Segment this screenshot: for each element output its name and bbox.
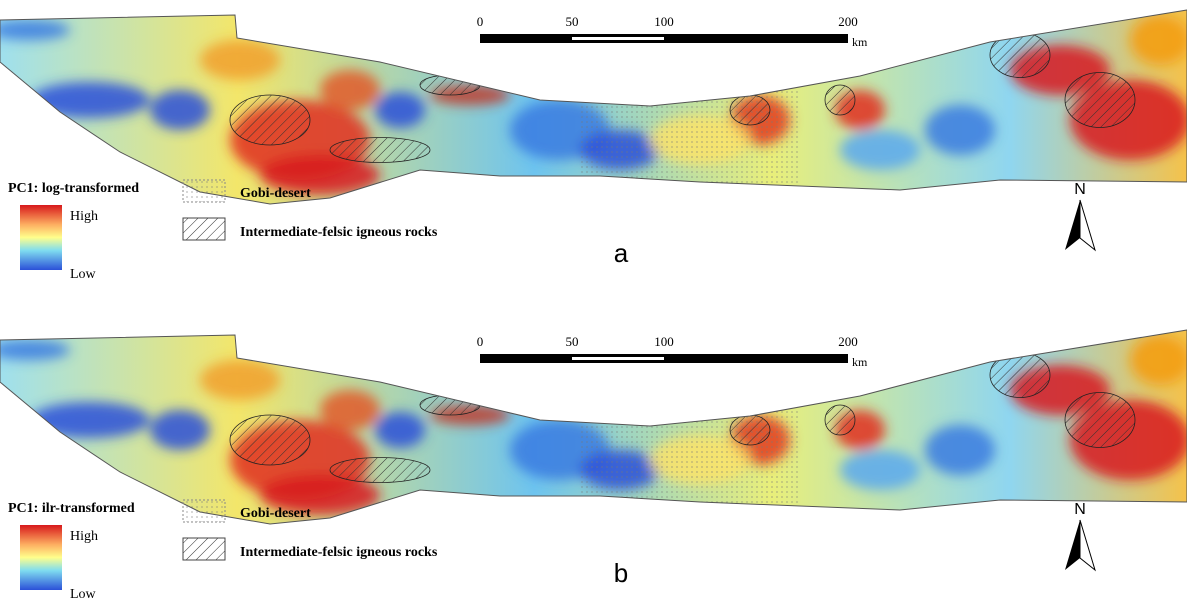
legend-high: High [70, 529, 98, 544]
anomaly [320, 390, 380, 430]
anomaly [840, 130, 920, 170]
igneous-area [824, 404, 856, 436]
scale-bar-segment [572, 357, 664, 360]
color-ramp [20, 205, 62, 270]
scale-tick-label: 0 [477, 14, 484, 29]
north-arrow-left [1065, 520, 1080, 570]
legend-title: PC1: ilr-transformed [8, 501, 135, 516]
scale-unit: km [852, 355, 868, 369]
anomaly [1130, 335, 1187, 385]
gobi-label: Gobi-desert [240, 186, 311, 201]
scale-tick-label: 200 [838, 14, 858, 29]
north-label: N [1074, 181, 1086, 198]
igneous-swatch [182, 537, 226, 561]
igneous-area [419, 394, 481, 416]
igneous-area [229, 94, 311, 146]
north-label: N [1074, 501, 1086, 518]
scale-tick-label: 50 [566, 14, 579, 29]
panel-label: a [614, 238, 629, 268]
igneous-area [729, 94, 771, 126]
gobi-area [580, 400, 800, 510]
igneous-area [329, 137, 431, 163]
scale-tick-label: 100 [654, 14, 674, 29]
igneous-area [1064, 392, 1136, 448]
panel-label: b [614, 558, 628, 588]
anomaly [260, 155, 380, 195]
map [0, 10, 1187, 204]
igneous-area [419, 74, 481, 96]
anomaly [375, 412, 425, 448]
north-arrow-left [1065, 200, 1080, 250]
scale-tick-label: 100 [654, 334, 674, 349]
igneous-area [989, 32, 1051, 78]
anomaly [0, 340, 70, 360]
anomaly [1130, 15, 1187, 65]
anomaly [320, 70, 380, 110]
gobi-area [580, 80, 800, 190]
anomaly [30, 82, 150, 118]
north-arrow-right [1079, 519, 1096, 572]
panel: 0 50 100 200 km PC1: log-transformed High Low Go… [0, 9, 1187, 282]
anomaly [150, 410, 210, 450]
color-ramp [20, 525, 62, 590]
anomaly [260, 475, 380, 515]
map [0, 330, 1187, 524]
igneous-swatch [182, 217, 226, 241]
igneous-area [1064, 72, 1136, 128]
anomaly [200, 40, 280, 80]
gobi-swatch [182, 499, 226, 523]
anomaly [375, 92, 425, 128]
scale-bar-segment [572, 37, 664, 40]
gobi-swatch [182, 179, 226, 203]
igneous-area [729, 414, 771, 446]
scale-tick-label: 50 [566, 334, 579, 349]
panel: 0 50 100 200 km PC1: ilr-transformed High Low Go… [0, 329, 1187, 598]
igneous-area [989, 352, 1051, 398]
legend-high: High [70, 209, 98, 224]
scale-tick-label: 200 [838, 334, 858, 349]
igneous-area [329, 457, 431, 483]
anomaly [150, 90, 210, 130]
igneous-area [229, 414, 311, 466]
scale-tick-label: 0 [477, 334, 484, 349]
legend-low: Low [70, 587, 97, 598]
legend-low: Low [70, 267, 97, 282]
scale-unit: km [852, 35, 868, 49]
igneous-label: Intermediate-felsic igneous rocks [240, 225, 438, 240]
north-arrow-right [1079, 199, 1096, 252]
anomaly [0, 20, 70, 40]
anomaly [840, 450, 920, 490]
anomaly [30, 402, 150, 438]
igneous-label: Intermediate-felsic igneous rocks [240, 545, 438, 560]
anomaly [925, 105, 995, 155]
anomaly [200, 360, 280, 400]
legend-title: PC1: log-transformed [8, 181, 139, 196]
anomaly [925, 425, 995, 475]
gobi-label: Gobi-desert [240, 506, 311, 521]
igneous-area [824, 84, 856, 116]
